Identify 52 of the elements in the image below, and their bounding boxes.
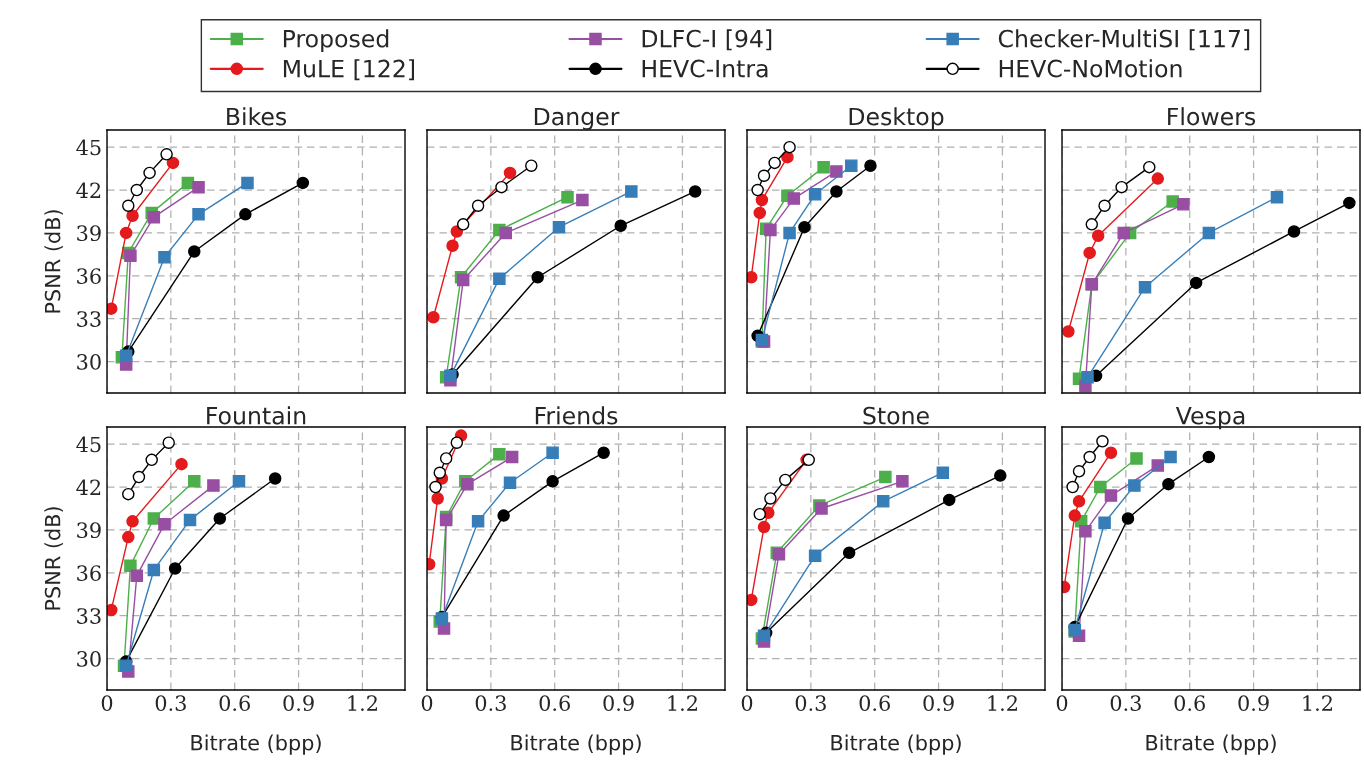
x-tick-label: 0.9	[923, 695, 954, 711]
y-tick-label: 36	[77, 268, 101, 284]
y-tick-label: 33	[77, 311, 101, 327]
legend-label: DLFC-I [94]	[642, 29, 772, 51]
y-tick-label: 33	[77, 608, 101, 624]
legend-label: HEVC-Intra	[642, 59, 768, 78]
x-tick-label: 0.6	[539, 695, 570, 711]
x-tick-label: 0.9	[1238, 695, 1269, 711]
x-axis-title: Bitrate (bpp)	[191, 734, 321, 755]
chart-title: Flowers	[1168, 107, 1256, 126]
x-tick-label: 0.6	[1174, 695, 1205, 711]
x-tick-label: 1.2	[668, 695, 697, 711]
y-tick-label: 30	[77, 651, 101, 667]
legend-label: MuLE [122]	[283, 59, 415, 81]
chart-title: Friends	[535, 406, 618, 425]
x-tick-label: 0.9	[283, 695, 314, 711]
legend-label: Checker-MultiSI [117]	[998, 29, 1250, 51]
chart-title: Danger	[534, 107, 620, 130]
x-tick-label: 0	[741, 695, 753, 711]
x-tick-label: 0.9	[603, 695, 634, 711]
y-axis-title: PSNR (dB)	[44, 507, 63, 610]
chart-title: Desktop	[849, 107, 944, 130]
chart-title: Fountain	[207, 406, 306, 425]
x-tick-label: 1.2	[348, 695, 377, 711]
x-tick-label: 0.6	[219, 695, 250, 711]
legend-label: Proposed	[283, 29, 389, 53]
chart-title: Bikes	[227, 107, 287, 126]
y-tick-label: 30	[77, 354, 101, 370]
x-tick-label: 0	[101, 695, 113, 711]
x-tick-label: 0.3	[155, 695, 186, 711]
x-axis-title: Bitrate (bpp)	[511, 734, 641, 755]
x-axis-title: Bitrate (bpp)	[1146, 734, 1276, 755]
chart-title: Stone	[863, 406, 929, 425]
x-tick-label: 0.6	[859, 695, 890, 711]
x-tick-label: 0.3	[795, 695, 826, 711]
y-tick-label: 39	[77, 225, 101, 242]
x-tick-label: 0	[421, 695, 433, 711]
y-tick-label: 42	[76, 479, 101, 495]
y-tick-label: 45	[76, 139, 101, 156]
x-tick-label: 1.2	[988, 695, 1017, 711]
x-tick-label: 0.3	[475, 695, 506, 711]
chart-title: Vespa	[1175, 407, 1245, 430]
x-axis-title: Bitrate (bpp)	[831, 734, 961, 755]
legend-label: HEVC-NoMotion	[999, 59, 1182, 78]
y-tick-label: 45	[76, 436, 101, 453]
y-tick-label: 36	[77, 565, 101, 581]
y-tick-label: 39	[77, 522, 101, 539]
x-tick-label: 0.3	[1110, 695, 1141, 711]
x-tick-label: 0	[1056, 695, 1068, 711]
y-axis-title: PSNR (dB)	[44, 210, 63, 313]
y-tick-label: 42	[76, 182, 101, 198]
x-tick-label: 1.2	[1303, 695, 1332, 711]
